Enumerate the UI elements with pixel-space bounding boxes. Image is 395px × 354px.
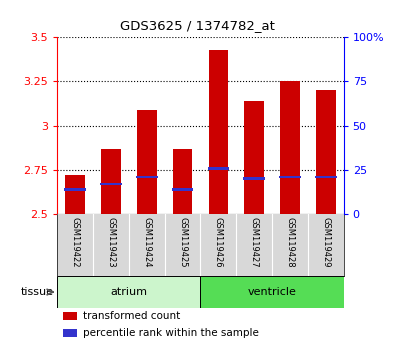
Text: ventricle: ventricle: [248, 287, 297, 297]
Text: GSM119426: GSM119426: [214, 217, 223, 268]
Bar: [136, 176, 158, 178]
Text: atrium: atrium: [110, 287, 147, 297]
Bar: [57, 276, 201, 308]
Text: GSM119429: GSM119429: [321, 217, 330, 268]
Bar: [100, 183, 122, 185]
Text: GSM119427: GSM119427: [250, 217, 259, 268]
Bar: [243, 177, 265, 180]
Text: GSM119422: GSM119422: [71, 217, 80, 268]
Text: percentile rank within the sample: percentile rank within the sample: [83, 329, 259, 338]
Bar: [280, 81, 300, 214]
Bar: [209, 50, 228, 214]
Bar: [207, 167, 229, 170]
Bar: [279, 176, 301, 178]
Bar: [101, 149, 121, 214]
Text: GSM119425: GSM119425: [178, 217, 187, 268]
Bar: [64, 188, 86, 191]
Bar: [315, 176, 337, 178]
Text: GSM119423: GSM119423: [107, 217, 115, 268]
Text: GDS3625 / 1374782_at: GDS3625 / 1374782_at: [120, 19, 275, 32]
Text: transformed count: transformed count: [83, 311, 180, 321]
Bar: [201, 276, 344, 308]
Text: tissue: tissue: [21, 287, 54, 297]
Bar: [173, 149, 192, 214]
Text: GSM119424: GSM119424: [142, 217, 151, 268]
Bar: [63, 329, 77, 337]
Bar: [245, 101, 264, 214]
Bar: [172, 188, 194, 191]
Text: GSM119428: GSM119428: [286, 217, 294, 268]
Bar: [316, 90, 336, 214]
Bar: [63, 312, 77, 320]
Bar: [65, 175, 85, 214]
Bar: [137, 110, 156, 214]
